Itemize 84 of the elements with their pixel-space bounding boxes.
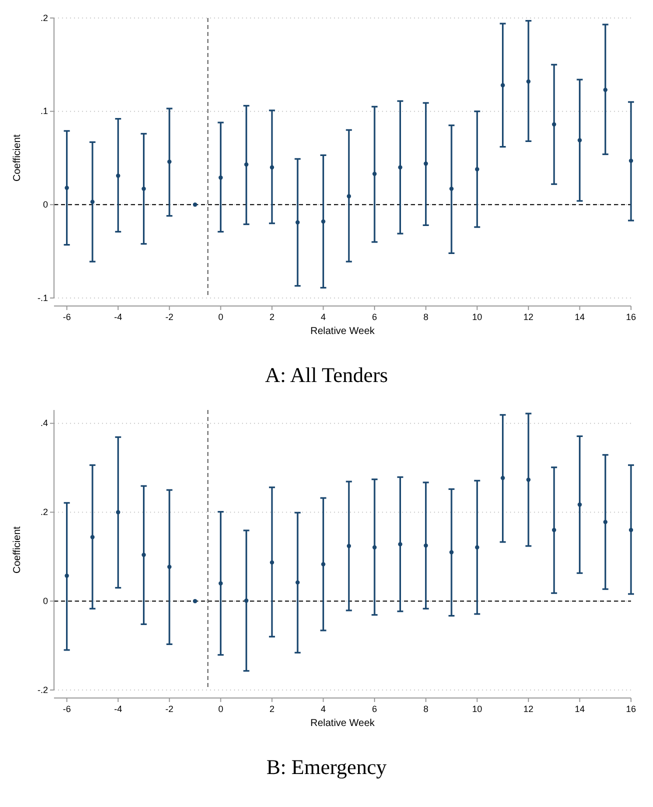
x-tick-label: 12 — [523, 704, 534, 714]
point — [270, 560, 274, 565]
x-tick-label: 6 — [372, 704, 378, 714]
point — [526, 478, 531, 482]
text: B: Emergency — [266, 755, 388, 779]
point — [321, 219, 326, 224]
point — [603, 88, 608, 92]
point — [142, 552, 146, 557]
point — [398, 165, 402, 170]
point — [270, 165, 274, 170]
point — [90, 535, 95, 540]
point — [578, 138, 582, 142]
y-axis-title: Coefficient — [12, 526, 23, 574]
point — [90, 200, 95, 204]
point — [500, 83, 505, 88]
x-tick-label: -4 — [114, 704, 122, 714]
x-tick-label: 14 — [574, 312, 585, 322]
point — [372, 545, 377, 550]
y-tick-label: .1 — [40, 106, 48, 116]
point — [628, 158, 634, 163]
point — [244, 598, 248, 603]
point — [321, 562, 326, 566]
x-tick-label: 8 — [423, 312, 428, 322]
point — [552, 528, 556, 532]
x-tick-label: 4 — [320, 704, 326, 714]
x-tick-label: -2 — [165, 704, 174, 714]
point — [296, 220, 300, 225]
x-tick-label: 6 — [372, 312, 378, 322]
x-tick-label: 12 — [523, 312, 534, 322]
y-tick-label: -.1 — [37, 292, 48, 303]
point — [167, 564, 172, 569]
point — [64, 574, 69, 578]
point — [500, 476, 505, 480]
text: A: All Tenders — [265, 363, 388, 387]
point — [628, 528, 634, 532]
point — [167, 160, 172, 164]
x-tick-label: 2 — [269, 704, 274, 714]
x-tick-label: 10 — [472, 704, 482, 714]
x-tick-label: -4 — [114, 312, 122, 322]
x-axis-title: Relative Week — [310, 718, 376, 729]
x-tick-label: 0 — [218, 312, 224, 322]
x-tick-label: 2 — [269, 312, 274, 322]
x-tick-label: 14 — [574, 704, 585, 714]
x-tick-label: 4 — [320, 312, 326, 322]
point — [424, 543, 428, 548]
y-axis-title: Coefficient — [12, 134, 23, 182]
point — [296, 580, 300, 585]
x-tick-label: -2 — [165, 312, 174, 322]
point — [552, 122, 556, 127]
point — [244, 162, 248, 167]
y-tick-label: .4 — [40, 418, 48, 428]
x-tick-label: 8 — [423, 704, 428, 714]
point — [192, 599, 198, 604]
point — [218, 175, 223, 180]
point — [142, 186, 146, 191]
x-tick-label: 10 — [472, 312, 482, 322]
x-tick-label: -6 — [62, 704, 71, 714]
point — [449, 186, 454, 191]
point — [116, 174, 120, 178]
x-tick-label: 0 — [218, 704, 224, 714]
point — [424, 161, 428, 166]
point — [475, 167, 480, 172]
point — [116, 510, 120, 514]
point — [346, 544, 352, 548]
point — [218, 581, 223, 586]
point — [64, 186, 69, 190]
y-tick-label: 0 — [42, 200, 48, 210]
y-tick-label: .2 — [40, 12, 48, 23]
point — [192, 202, 198, 207]
x-tick-label: 16 — [626, 704, 636, 714]
point — [603, 520, 608, 524]
y-tick-label: .2 — [40, 507, 48, 518]
x-tick-label: -6 — [62, 312, 71, 322]
point — [372, 172, 377, 176]
y-tick-label: -.2 — [37, 684, 48, 695]
y-tick-label: 0 — [42, 596, 48, 606]
point — [398, 542, 402, 546]
point — [449, 550, 454, 554]
x-axis-title: Relative Week — [310, 326, 376, 337]
point — [475, 545, 480, 550]
point — [578, 502, 582, 507]
x-tick-label: 16 — [626, 312, 636, 322]
point — [526, 79, 531, 84]
point — [346, 194, 352, 198]
